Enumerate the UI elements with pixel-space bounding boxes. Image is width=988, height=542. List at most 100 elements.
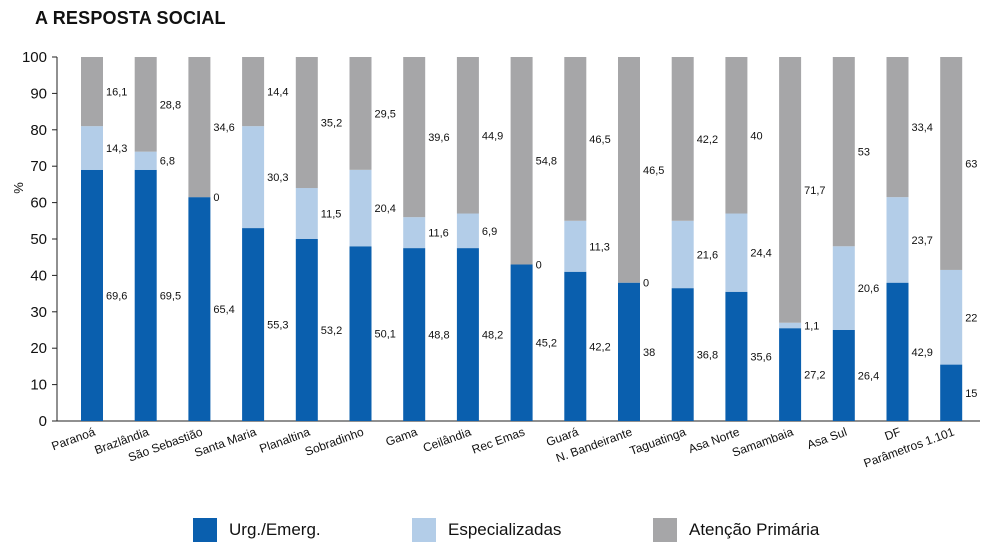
bar-segment	[188, 57, 211, 198]
y-tick-label: 20	[30, 340, 47, 357]
bar-segment	[564, 57, 587, 221]
bar-segment	[456, 57, 479, 214]
data-label: 27,2	[804, 370, 825, 382]
bar-segment	[456, 248, 479, 421]
y-tick-label: 10	[30, 377, 47, 394]
bar-segment	[242, 228, 265, 421]
y-tick-label: 80	[30, 122, 47, 139]
data-label: 11,6	[428, 228, 449, 240]
x-tick-label: DF	[883, 425, 903, 444]
data-label: 44,9	[482, 130, 503, 142]
x-tick-label: Gama	[384, 425, 420, 449]
data-label: 53,2	[321, 325, 342, 337]
data-label: 23,7	[912, 235, 933, 247]
bar-segment	[134, 57, 157, 152]
y-axis-label: %	[11, 182, 26, 194]
legend-swatch-urg-emerg	[193, 518, 217, 542]
bar-segment	[779, 328, 802, 421]
data-label: 42,2	[589, 341, 610, 353]
data-label: 45,2	[536, 338, 557, 350]
bar-segment	[886, 197, 909, 283]
bar-segment	[940, 269, 963, 365]
data-label: 33,4	[912, 122, 933, 134]
bar-segment	[725, 291, 748, 421]
data-label: 11,3	[589, 241, 610, 253]
bar-segment	[779, 322, 802, 329]
x-tick-label: Paranoá	[50, 425, 98, 454]
legend-swatch-especializadas	[412, 518, 436, 542]
legend-item-urg-emerg: Urg./Emerg.	[193, 518, 321, 542]
bar-segment	[349, 57, 372, 170]
y-tick-label: 50	[30, 231, 47, 248]
bar-segment	[671, 220, 694, 289]
bar-segment	[564, 271, 587, 421]
bar-segment	[940, 57, 963, 270]
legend-item-especializadas: Especializadas	[412, 518, 561, 542]
data-label: 26,4	[858, 371, 879, 383]
data-label: 63	[965, 158, 977, 170]
bar-segment	[886, 57, 909, 198]
x-tick-label: Santa Maria	[193, 425, 259, 460]
bar-segment	[779, 57, 802, 323]
data-label: 24,4	[750, 248, 771, 260]
data-label: 30,3	[267, 172, 288, 184]
bar-segment	[671, 57, 694, 221]
bars	[81, 57, 963, 421]
data-label: 29,5	[375, 108, 396, 120]
data-label: 34,6	[213, 122, 234, 134]
data-label: 21,6	[697, 249, 718, 261]
bar-segment	[349, 169, 372, 247]
x-tick-label: Sobradinho	[303, 425, 366, 459]
bar-segment	[403, 248, 426, 421]
bar-segment	[403, 217, 426, 249]
data-label: 48,2	[482, 330, 503, 342]
data-label: 6,8	[160, 156, 175, 168]
data-label: 38	[643, 347, 655, 359]
y-tick-label: 0	[39, 413, 47, 430]
bar-segment	[832, 330, 855, 421]
data-label: 69,6	[106, 290, 127, 302]
bar-segment	[832, 57, 855, 247]
data-label: 20,6	[858, 283, 879, 295]
legend: Urg./Emerg. Especializadas Atenção Primá…	[0, 512, 988, 542]
y-tick-label: 40	[30, 267, 47, 284]
data-label: 39,6	[428, 132, 449, 144]
data-label: 48,8	[428, 330, 449, 342]
bar-segment	[81, 126, 103, 170]
data-label: 0	[536, 259, 542, 271]
data-label: 71,7	[804, 185, 825, 197]
legend-item-atencao-primaria: Atenção Primária	[653, 518, 819, 542]
x-tick-label: Planaltina	[257, 425, 312, 456]
bar-segment	[832, 246, 855, 330]
data-label: 55,3	[267, 320, 288, 332]
data-label: 28,8	[160, 99, 181, 111]
data-label: 15	[965, 388, 977, 400]
legend-label: Especializadas	[448, 520, 562, 539]
bar-segment	[671, 288, 694, 421]
x-tick-label: Asa Sul	[805, 425, 849, 452]
bar-segment	[564, 220, 587, 272]
data-label: 46,5	[643, 165, 664, 177]
chart-title: A RESPOSTA SOCIAL	[35, 8, 226, 28]
data-label: 69,5	[160, 290, 181, 302]
data-label: 35,2	[321, 118, 342, 130]
x-tick-label: Ceilândia	[421, 425, 473, 455]
bar-segment	[456, 213, 479, 249]
data-labels: 69,6 14,3 16,1 69,5 6,8 28,8 65,4 0 34,6 55,3 30,3…	[106, 87, 977, 400]
bar-segment	[81, 169, 103, 421]
data-label: 11,5	[321, 209, 342, 221]
bar-segment	[510, 57, 533, 265]
bar-segment	[295, 57, 318, 189]
data-label: 16,1	[106, 87, 127, 99]
bar-segment	[940, 364, 963, 421]
data-label: 14,3	[106, 143, 127, 155]
legend-label: Atenção Primária	[689, 520, 820, 539]
data-label: 22	[965, 312, 977, 324]
y-tick-label: 100	[22, 49, 47, 66]
y-tick-label: 90	[30, 85, 47, 102]
bar-segment	[886, 282, 909, 421]
legend-label: Urg./Emerg.	[229, 520, 321, 539]
data-label: 6,9	[482, 226, 497, 238]
x-tick-label: Rec Emas	[470, 425, 527, 457]
